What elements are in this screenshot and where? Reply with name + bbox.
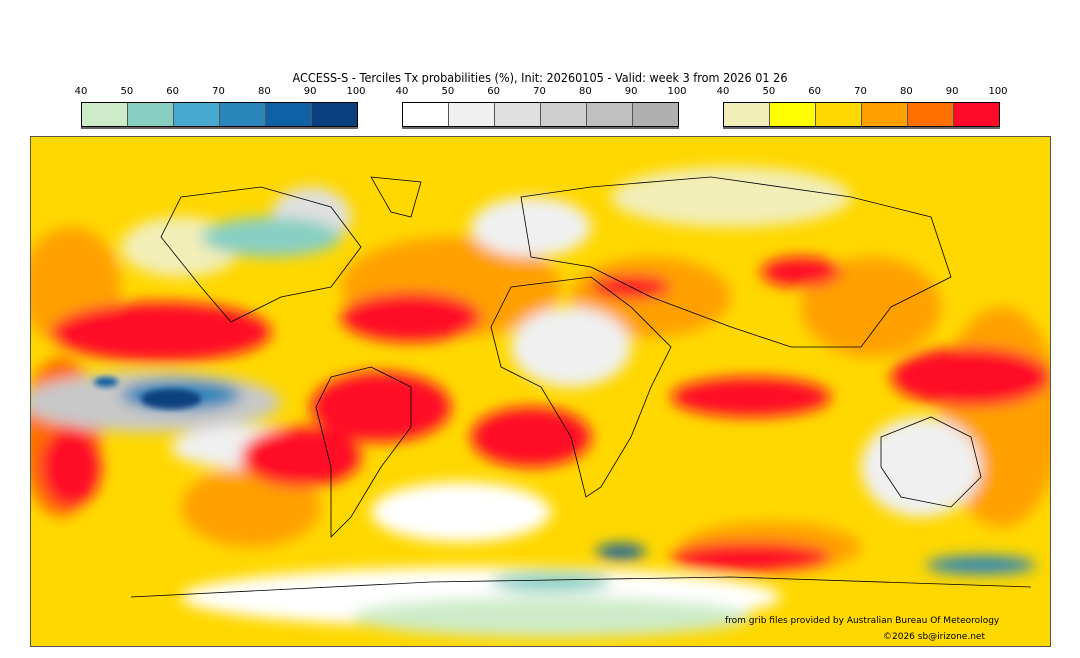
colorbar-tick-label: 70 <box>533 86 546 97</box>
colorbar-tick-label: 50 <box>441 86 455 97</box>
colorbar-ticks-below: 40 50 60 70 80 90 100 <box>75 86 366 98</box>
colorbar-segment <box>220 103 266 126</box>
colorbar-segment <box>128 103 174 126</box>
colorbar-tick-label: 60 <box>166 86 180 97</box>
colorbar-tick-label: 70 <box>854 86 867 97</box>
colorbar-segment <box>954 103 999 126</box>
colorbar-segment <box>816 103 862 126</box>
colorbar-segment <box>266 103 312 126</box>
colorbar-segment <box>174 103 220 126</box>
colorbar-tick-label: 100 <box>346 86 366 97</box>
colorbar-tick-label: 60 <box>808 86 822 97</box>
colorbar-tick-label: 50 <box>762 86 776 97</box>
colorbar-segment <box>312 103 357 126</box>
colorbar-segment <box>633 103 678 126</box>
colorbar-segment <box>908 103 954 126</box>
probability-map <box>30 136 1051 647</box>
colorbar-tick-label: 100 <box>667 86 687 97</box>
colorbar-below-normal <box>81 102 358 127</box>
colorbar-segment <box>495 103 541 126</box>
colorbar-tick-label: 90 <box>303 86 317 97</box>
map-field <box>31 137 1050 646</box>
colorbar-segment <box>770 103 816 126</box>
colorbar-above-normal <box>723 102 1000 127</box>
colorbar-tick-label: 100 <box>988 86 1008 97</box>
colorbar-tick-label: 50 <box>120 86 134 97</box>
colorbar-segment <box>587 103 633 126</box>
colorbar-segment <box>449 103 495 126</box>
colorbar-tick-label: 60 <box>487 86 501 97</box>
colorbar-tick-label: 80 <box>578 86 592 97</box>
colorbar-segment <box>403 103 449 126</box>
colorbar-tick-label: 40 <box>395 86 409 97</box>
colorbar-tick-label: 90 <box>945 86 959 97</box>
colorbar-tick-label: 70 <box>212 86 225 97</box>
map-title: ACCESS-S - Terciles Tx probabilities (%)… <box>292 70 788 85</box>
colorbar-segment <box>541 103 587 126</box>
colorbar-near-normal <box>402 102 679 127</box>
colorbar-tick-label: 40 <box>74 86 88 97</box>
colorbar-segment <box>724 103 770 126</box>
copyright-credit: ©2026 sb@irizone.net <box>883 632 985 642</box>
colorbar-tick-label: 40 <box>716 86 730 97</box>
colorbar-tick-label: 80 <box>257 86 271 97</box>
colorbar-segment <box>862 103 908 126</box>
colorbar-ticks-above: 40 50 60 70 80 90 100 <box>717 86 1008 98</box>
source-credit: from grib files provided by Australian B… <box>725 616 1000 626</box>
coastlines <box>130 176 1032 598</box>
colorbar-ticks-near: 40 50 60 70 80 90 100 <box>396 86 687 98</box>
colorbar-segment <box>82 103 128 126</box>
colorbar-tick-label: 80 <box>899 86 913 97</box>
colorbar-tick-label: 90 <box>624 86 638 97</box>
